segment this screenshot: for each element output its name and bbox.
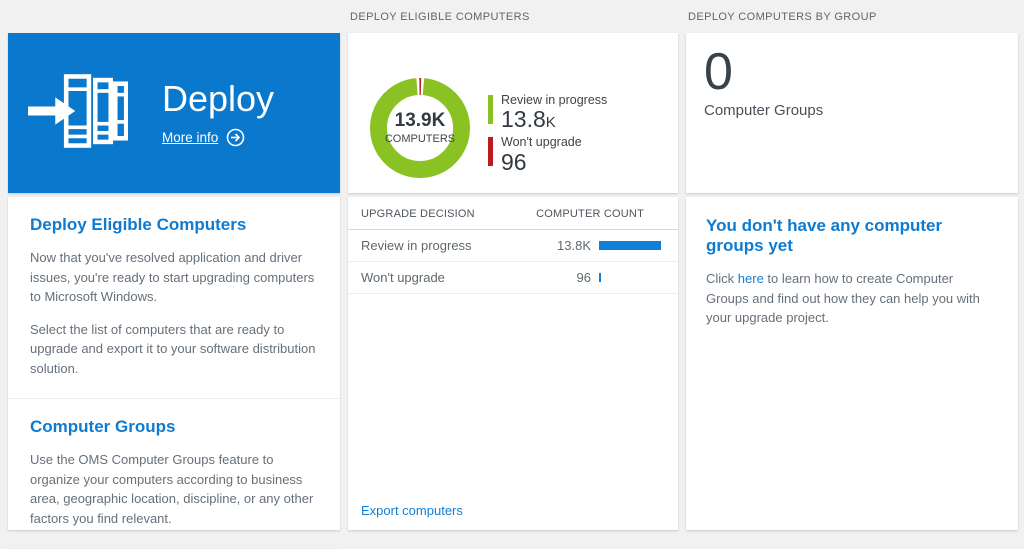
- count-bar: [599, 273, 601, 282]
- no-groups-text: Click here to learn how to create Comput…: [706, 269, 998, 328]
- info-section: Computer Groups Use the OMS Computer Grou…: [8, 398, 340, 548]
- legend-value: 96: [501, 148, 527, 175]
- tile-title: Deploy: [162, 78, 275, 120]
- no-groups-text-prefix: Click: [706, 271, 738, 286]
- legend-item: Review in progress 13.8K: [488, 93, 607, 131]
- info-section-paragraph: Now that you've resolved application and…: [30, 250, 315, 304]
- section-header-eligible: DEPLOY ELIGIBLE COMPUTERS: [350, 10, 530, 23]
- legend-color-bar: [488, 95, 493, 124]
- table-body: Review in progress 13.8K Won't upgrade 96: [348, 230, 678, 294]
- computer-groups-count: 0: [704, 43, 733, 101]
- column-eligible-computers: DEPLOY ELIGIBLE COMPUTERS 13.9K COMPUTER…: [348, 0, 678, 530]
- legend-label: Won't upgrade: [501, 135, 582, 150]
- table-row[interactable]: Review in progress 13.8K: [348, 230, 678, 262]
- info-section-heading: Computer Groups: [30, 417, 176, 436]
- cell-upgrade-decision: Review in progress: [361, 238, 472, 253]
- legend-value: 13.8K: [501, 106, 556, 133]
- cell-computer-count: 96: [576, 270, 591, 285]
- count-bar-track: [599, 273, 665, 282]
- column-header-upgrade-decision: UPGRADE DECISION: [361, 208, 475, 220]
- donut-units: COMPUTERS: [384, 132, 456, 145]
- deploy-icon: [28, 69, 129, 158]
- info-section: Deploy Eligible Computers Now that you've…: [8, 197, 340, 398]
- deploy-info-card: Deploy Eligible Computers Now that you've…: [8, 197, 340, 549]
- info-section-heading: Deploy Eligible Computers: [30, 215, 247, 234]
- column-header-blank: [8, 0, 340, 33]
- legend-color-bar: [488, 137, 493, 167]
- table-row[interactable]: Won't upgrade 96: [348, 262, 678, 294]
- cell-upgrade-decision: Won't upgrade: [361, 270, 445, 285]
- column-header-computer-count: COMPUTER COUNT: [536, 208, 644, 220]
- donut-total: 13.9K: [394, 110, 446, 132]
- donut-center-label: 13.9K COMPUTERS: [370, 78, 470, 178]
- legend-item: Won't upgrade 96: [488, 135, 607, 173]
- legend-label: Review in progress: [501, 93, 608, 107]
- deploy-dashboard: Deploy More info Deploy Eligible Compute…: [8, 0, 1018, 549]
- column-computers-by-group: DEPLOY COMPUTERS BY GROUP 0 Computer Gro…: [686, 0, 1018, 530]
- column-deploy: Deploy More info Deploy Eligible Compute…: [8, 0, 340, 549]
- computer-groups-count-label: Computer Groups: [704, 101, 824, 119]
- donut-chart[interactable]: 13.9K COMPUTERS: [370, 78, 470, 178]
- count-bar-track: [599, 241, 665, 250]
- table-filler: [348, 294, 678, 491]
- no-groups-card: You don't have any computer groups yet C…: [686, 197, 1018, 530]
- chart-legend: Review in progress 13.8K Won't upgrade 96: [488, 93, 607, 178]
- tile-text: Deploy More info: [162, 79, 274, 147]
- info-section-paragraph: Use the OMS Computer Groups feature to o…: [30, 452, 314, 526]
- table-header-row: UPGRADE DECISION COMPUTER COUNT: [348, 197, 678, 230]
- upgrade-decision-table-card: UPGRADE DECISION COMPUTER COUNT Review i…: [348, 197, 678, 530]
- section-header-by-group: DEPLOY COMPUTERS BY GROUP: [688, 10, 877, 23]
- count-bar: [599, 241, 661, 250]
- arrow-circle-icon: [226, 128, 245, 147]
- no-groups-text-suffix: to learn how to create Computer Groups a…: [706, 271, 980, 325]
- computer-groups-count-card: 0 Computer Groups: [686, 33, 1018, 193]
- no-groups-heading: You don't have any computer groups yet: [706, 216, 943, 255]
- export-computers-link[interactable]: Export computers: [361, 503, 463, 518]
- cell-computer-count: 13.8K: [557, 238, 591, 253]
- more-info-label: More info: [162, 129, 219, 145]
- deploy-tile[interactable]: Deploy More info: [8, 33, 340, 193]
- info-section-paragraph: Select the list of computers that are re…: [30, 321, 316, 376]
- here-link[interactable]: here: [737, 271, 764, 286]
- eligible-computers-chart-card: 13.9K COMPUTERS Review in progress 13.8K W…: [348, 33, 678, 193]
- more-info-link[interactable]: More info: [162, 128, 274, 147]
